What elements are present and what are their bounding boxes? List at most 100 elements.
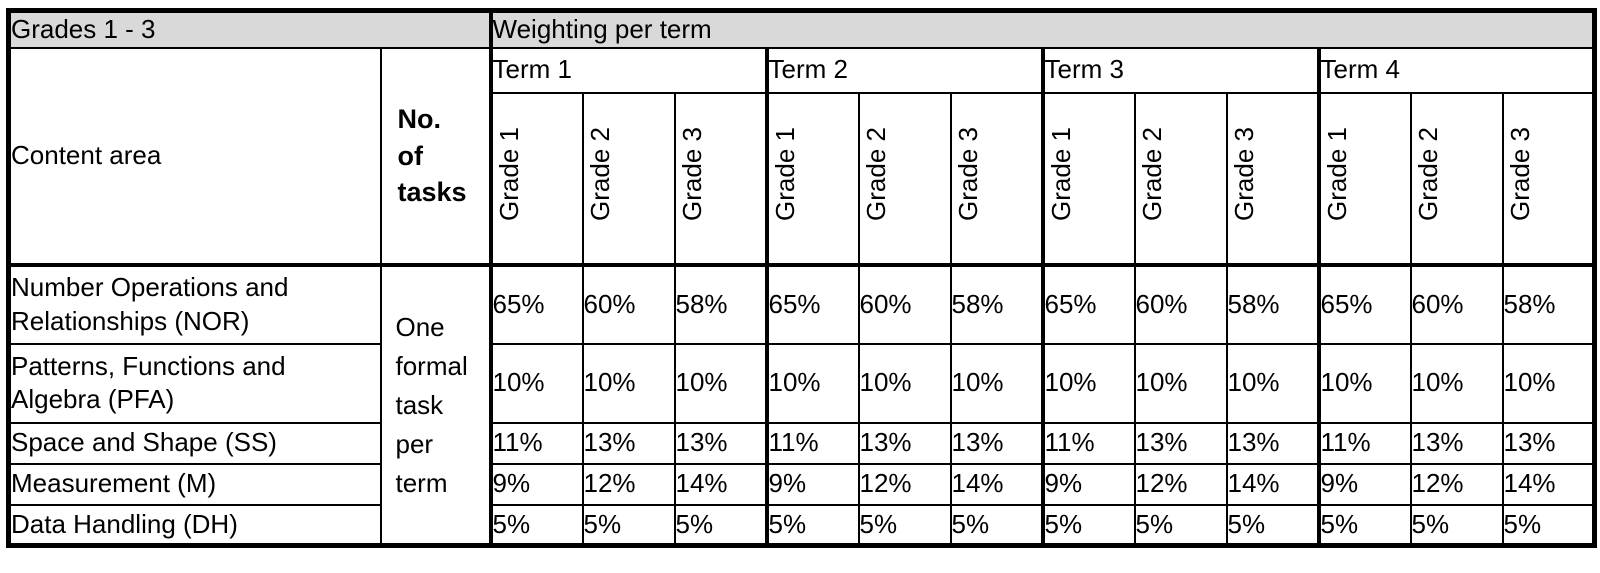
weighting-cell: 10%	[1316, 342, 1412, 424]
term-header-row: Content area No. of tasks Term 1 Term 2 …	[7, 46, 1596, 266]
content-area-header: Content area	[7, 46, 382, 266]
rotated-grade-label: Grade 2	[1412, 126, 1443, 221]
weighting-cell: 11%	[488, 421, 584, 465]
weighting-cell: 11%	[1040, 421, 1136, 465]
weighting-cell: 13%	[1225, 421, 1320, 465]
weighting-band-header: Weighting per term	[488, 9, 1596, 49]
content-area-label: Data Handling (DH)	[7, 503, 382, 547]
weighting-cell: 10%	[1409, 342, 1504, 424]
weighting-cell: 65%	[488, 262, 584, 345]
weighting-cell: 12%	[581, 462, 676, 506]
term2-grade1-header: Grade 1	[764, 91, 860, 266]
content-area-label: Patterns, Functions and Algebra (PFA)	[7, 342, 382, 424]
weighting-cell: 60%	[581, 262, 676, 345]
rotated-grade-label: Grade 1	[769, 126, 800, 221]
header-band-row: Grades 1 - 3 Weighting per term	[7, 9, 1596, 49]
weighting-cell: 5%	[673, 503, 768, 547]
weighting-cell: 60%	[1133, 262, 1228, 345]
weighting-cell: 11%	[1316, 421, 1412, 465]
term4-grade3-header: Grade 3	[1501, 91, 1596, 266]
weighting-cell: 65%	[764, 262, 860, 345]
weighting-cell: 10%	[1040, 342, 1136, 424]
rotated-grade-label: Grade 3	[1504, 126, 1535, 221]
weighting-cell: 9%	[1316, 462, 1412, 506]
term2-grade3-header: Grade 3	[949, 91, 1044, 266]
weighting-cell: 14%	[1501, 462, 1596, 506]
content-area-label: Number Operations and Relationships (NOR…	[7, 262, 382, 345]
weighting-cell: 5%	[488, 503, 584, 547]
term-2-header: Term 2	[764, 46, 1044, 94]
weighting-cell: 5%	[764, 503, 860, 547]
term3-grade2-header: Grade 2	[1133, 91, 1228, 266]
table-row-m: Measurement (M) 9% 12% 14% 9% 12% 14% 9%…	[7, 462, 1596, 506]
weighting-cell: 5%	[1225, 503, 1320, 547]
weighting-cell: 58%	[949, 262, 1044, 345]
weighting-cell: 13%	[1501, 421, 1596, 465]
assessment-weighting-table: Grades 1 - 3 Weighting per term Content …	[6, 8, 1598, 549]
weighting-cell: 10%	[488, 342, 584, 424]
rotated-grade-label: Grade 2	[860, 126, 891, 221]
tasks-note-cell: One formal task per term	[379, 262, 492, 547]
weighting-cell: 5%	[581, 503, 676, 547]
rotated-grade-label: Grade 1	[493, 126, 524, 221]
weighting-cell: 9%	[488, 462, 584, 506]
rotated-grade-label: Grade 2	[1136, 126, 1167, 221]
rotated-grade-label: Grade 3	[676, 126, 707, 221]
rotated-grade-label: Grade 3	[1228, 126, 1259, 221]
weighting-cell: 14%	[1225, 462, 1320, 506]
weighting-cell: 13%	[1133, 421, 1228, 465]
rotated-grade-label: Grade 1	[1321, 126, 1352, 221]
content-area-label: Measurement (M)	[7, 462, 382, 506]
table-row-nor: Number Operations and Relationships (NOR…	[7, 262, 1596, 547]
weighting-cell: 13%	[1409, 421, 1504, 465]
weighting-cell: 12%	[1409, 462, 1504, 506]
rotated-grade-label: Grade 2	[584, 126, 615, 221]
weighting-cell: 13%	[581, 421, 676, 465]
weighting-cell: 10%	[581, 342, 676, 424]
weighting-cell: 10%	[764, 342, 860, 424]
term3-grade1-header: Grade 1	[1040, 91, 1136, 266]
term4-grade1-header: Grade 1	[1316, 91, 1412, 266]
term3-grade3-header: Grade 3	[1225, 91, 1320, 266]
weighting-cell: 5%	[1409, 503, 1504, 547]
weighting-cell: 5%	[1133, 503, 1228, 547]
weighting-cell: 58%	[1501, 262, 1596, 345]
weighting-cell: 9%	[1040, 462, 1136, 506]
weighting-cell: 60%	[1409, 262, 1504, 345]
rotated-grade-label: Grade 1	[1045, 126, 1076, 221]
table-row-dh: Data Handling (DH) 5% 5% 5% 5% 5% 5% 5% …	[7, 503, 1596, 547]
weighting-cell: 14%	[949, 462, 1044, 506]
term1-grade1-header: Grade 1	[488, 91, 584, 266]
weighting-cell: 14%	[673, 462, 768, 506]
weighting-cell: 13%	[673, 421, 768, 465]
weighting-cell: 60%	[857, 262, 952, 345]
weighting-cell: 10%	[1133, 342, 1228, 424]
weighting-cell: 10%	[857, 342, 952, 424]
grades-band-header: Grades 1 - 3	[7, 9, 492, 49]
weighting-cell: 5%	[1316, 503, 1412, 547]
rotated-grade-label: Grade 3	[952, 126, 983, 221]
weighting-cell: 10%	[673, 342, 768, 424]
weighting-cell: 13%	[857, 421, 952, 465]
term4-grade2-header: Grade 2	[1409, 91, 1504, 266]
weighting-cell: 10%	[1225, 342, 1320, 424]
weighting-cell: 9%	[764, 462, 860, 506]
weighting-cell: 65%	[1316, 262, 1412, 345]
weighting-cell: 58%	[1225, 262, 1320, 345]
weighting-cell: 65%	[1040, 262, 1136, 345]
term1-grade3-header: Grade 3	[673, 91, 768, 266]
term-4-header: Term 4	[1316, 46, 1596, 94]
weighting-cell: 5%	[1040, 503, 1136, 547]
no-of-tasks-label: No. of tasks	[397, 104, 467, 208]
weighting-cell: 10%	[949, 342, 1044, 424]
grade-header-row: Grade 1 Grade 2 Grade 3 Grade 1 Grade 2 …	[9, 91, 1596, 266]
weighting-cell: 5%	[857, 503, 952, 547]
content-area-label: Space and Shape (SS)	[7, 421, 382, 465]
no-of-tasks-header: No. of tasks	[379, 46, 492, 266]
weighting-cell: 12%	[857, 462, 952, 506]
table-row-pfa: Patterns, Functions and Algebra (PFA) 10…	[7, 342, 1596, 424]
term2-grade2-header: Grade 2	[857, 91, 952, 266]
term-1-header: Term 1	[488, 46, 768, 94]
weighting-cell: 58%	[673, 262, 768, 345]
